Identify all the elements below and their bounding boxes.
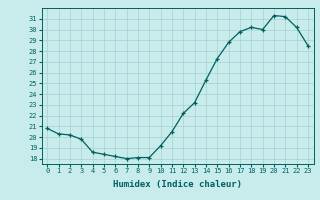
X-axis label: Humidex (Indice chaleur): Humidex (Indice chaleur) — [113, 180, 242, 189]
